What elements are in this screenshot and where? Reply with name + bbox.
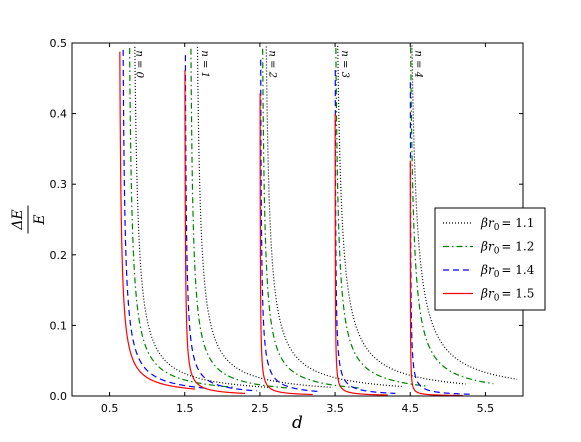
y-tick-label-3: 0.3	[50, 178, 68, 191]
series-3-branch-3	[334, 113, 388, 396]
series-3-branch-2	[259, 93, 313, 396]
axis-labels: d ΔE E	[10, 205, 303, 433]
series-3-branch-4	[409, 160, 463, 396]
annotation-n-2: n = 2	[267, 50, 278, 78]
series-1-branch-1	[190, 48, 289, 389]
y-axis-label: ΔE E	[10, 205, 48, 234]
y-tick-label-0: 0.0	[50, 390, 68, 403]
series-2	[122, 49, 471, 395]
series-0-branch-3	[337, 45, 466, 385]
x-tick-label-3: 3.5	[326, 402, 344, 415]
series-2-branch-0	[122, 49, 206, 389]
y-tick-label-5: 0.5	[50, 37, 68, 50]
annotation-layer: n = 0 n = 1 n = 2 n = 3 n = 4	[134, 50, 424, 78]
x-tick-label-4: 4.5	[402, 402, 420, 415]
annotation-n-4: n = 4	[413, 50, 424, 78]
annotation-n-0: n = 0	[134, 50, 145, 78]
series-1-branch-3	[335, 47, 427, 387]
y-tick-label-2: 0.2	[50, 249, 68, 262]
legend: βr0 = 1.1 βr0 = 1.2 βr0 = 1.4 βr0 = 1.5	[434, 207, 546, 311]
x-tick-label-5: 5.5	[477, 402, 495, 415]
annotation-n-3: n = 3	[339, 50, 350, 78]
y-tick-label-1: 0.1	[50, 319, 68, 332]
annotation-n-1: n = 1	[199, 50, 210, 78]
series-0-branch-2	[265, 46, 402, 388]
series-0-branch-4	[411, 45, 518, 380]
series-2-branch-3	[334, 70, 396, 394]
series-1	[129, 47, 494, 389]
series-1-branch-0	[129, 47, 235, 388]
x-axis-label: d	[292, 413, 303, 433]
y-axis-label-numerator: ΔE	[10, 209, 26, 230]
x-tick-label-1: 1.5	[176, 402, 194, 415]
legend-label-1: βr0 = 1.2	[480, 240, 534, 257]
series-2-branch-4	[409, 82, 471, 395]
x-tick-label-0: 0.5	[101, 402, 119, 415]
series-0-branch-0	[134, 46, 271, 388]
series-0-branch-1	[196, 46, 333, 388]
legend-label-0: βr0 = 1.1	[480, 216, 534, 233]
series-2-branch-1	[184, 55, 257, 392]
y-axis-label-denominator: E	[32, 214, 48, 225]
series-3-branch-1	[184, 70, 246, 394]
series-2-branch-2	[260, 59, 321, 393]
legend-label-2: βr0 = 1.4	[480, 263, 535, 280]
series-layer	[119, 45, 518, 396]
series-3-branch-0	[119, 51, 196, 390]
series-3	[119, 51, 463, 396]
x-tick-label-2: 2.5	[251, 402, 269, 415]
series-0	[134, 45, 518, 388]
legend-label-3: βr0 = 1.5	[480, 287, 534, 304]
series-1-branch-2	[262, 48, 361, 389]
ticks-layer: 0.5 1.5 2.5 3.5 4.5 5.5 0.0 0.1 0.2 0.3 0.4 0.5	[50, 37, 523, 415]
y-tick-label-4: 0.4	[50, 108, 68, 121]
series-1-branch-4	[410, 47, 494, 385]
